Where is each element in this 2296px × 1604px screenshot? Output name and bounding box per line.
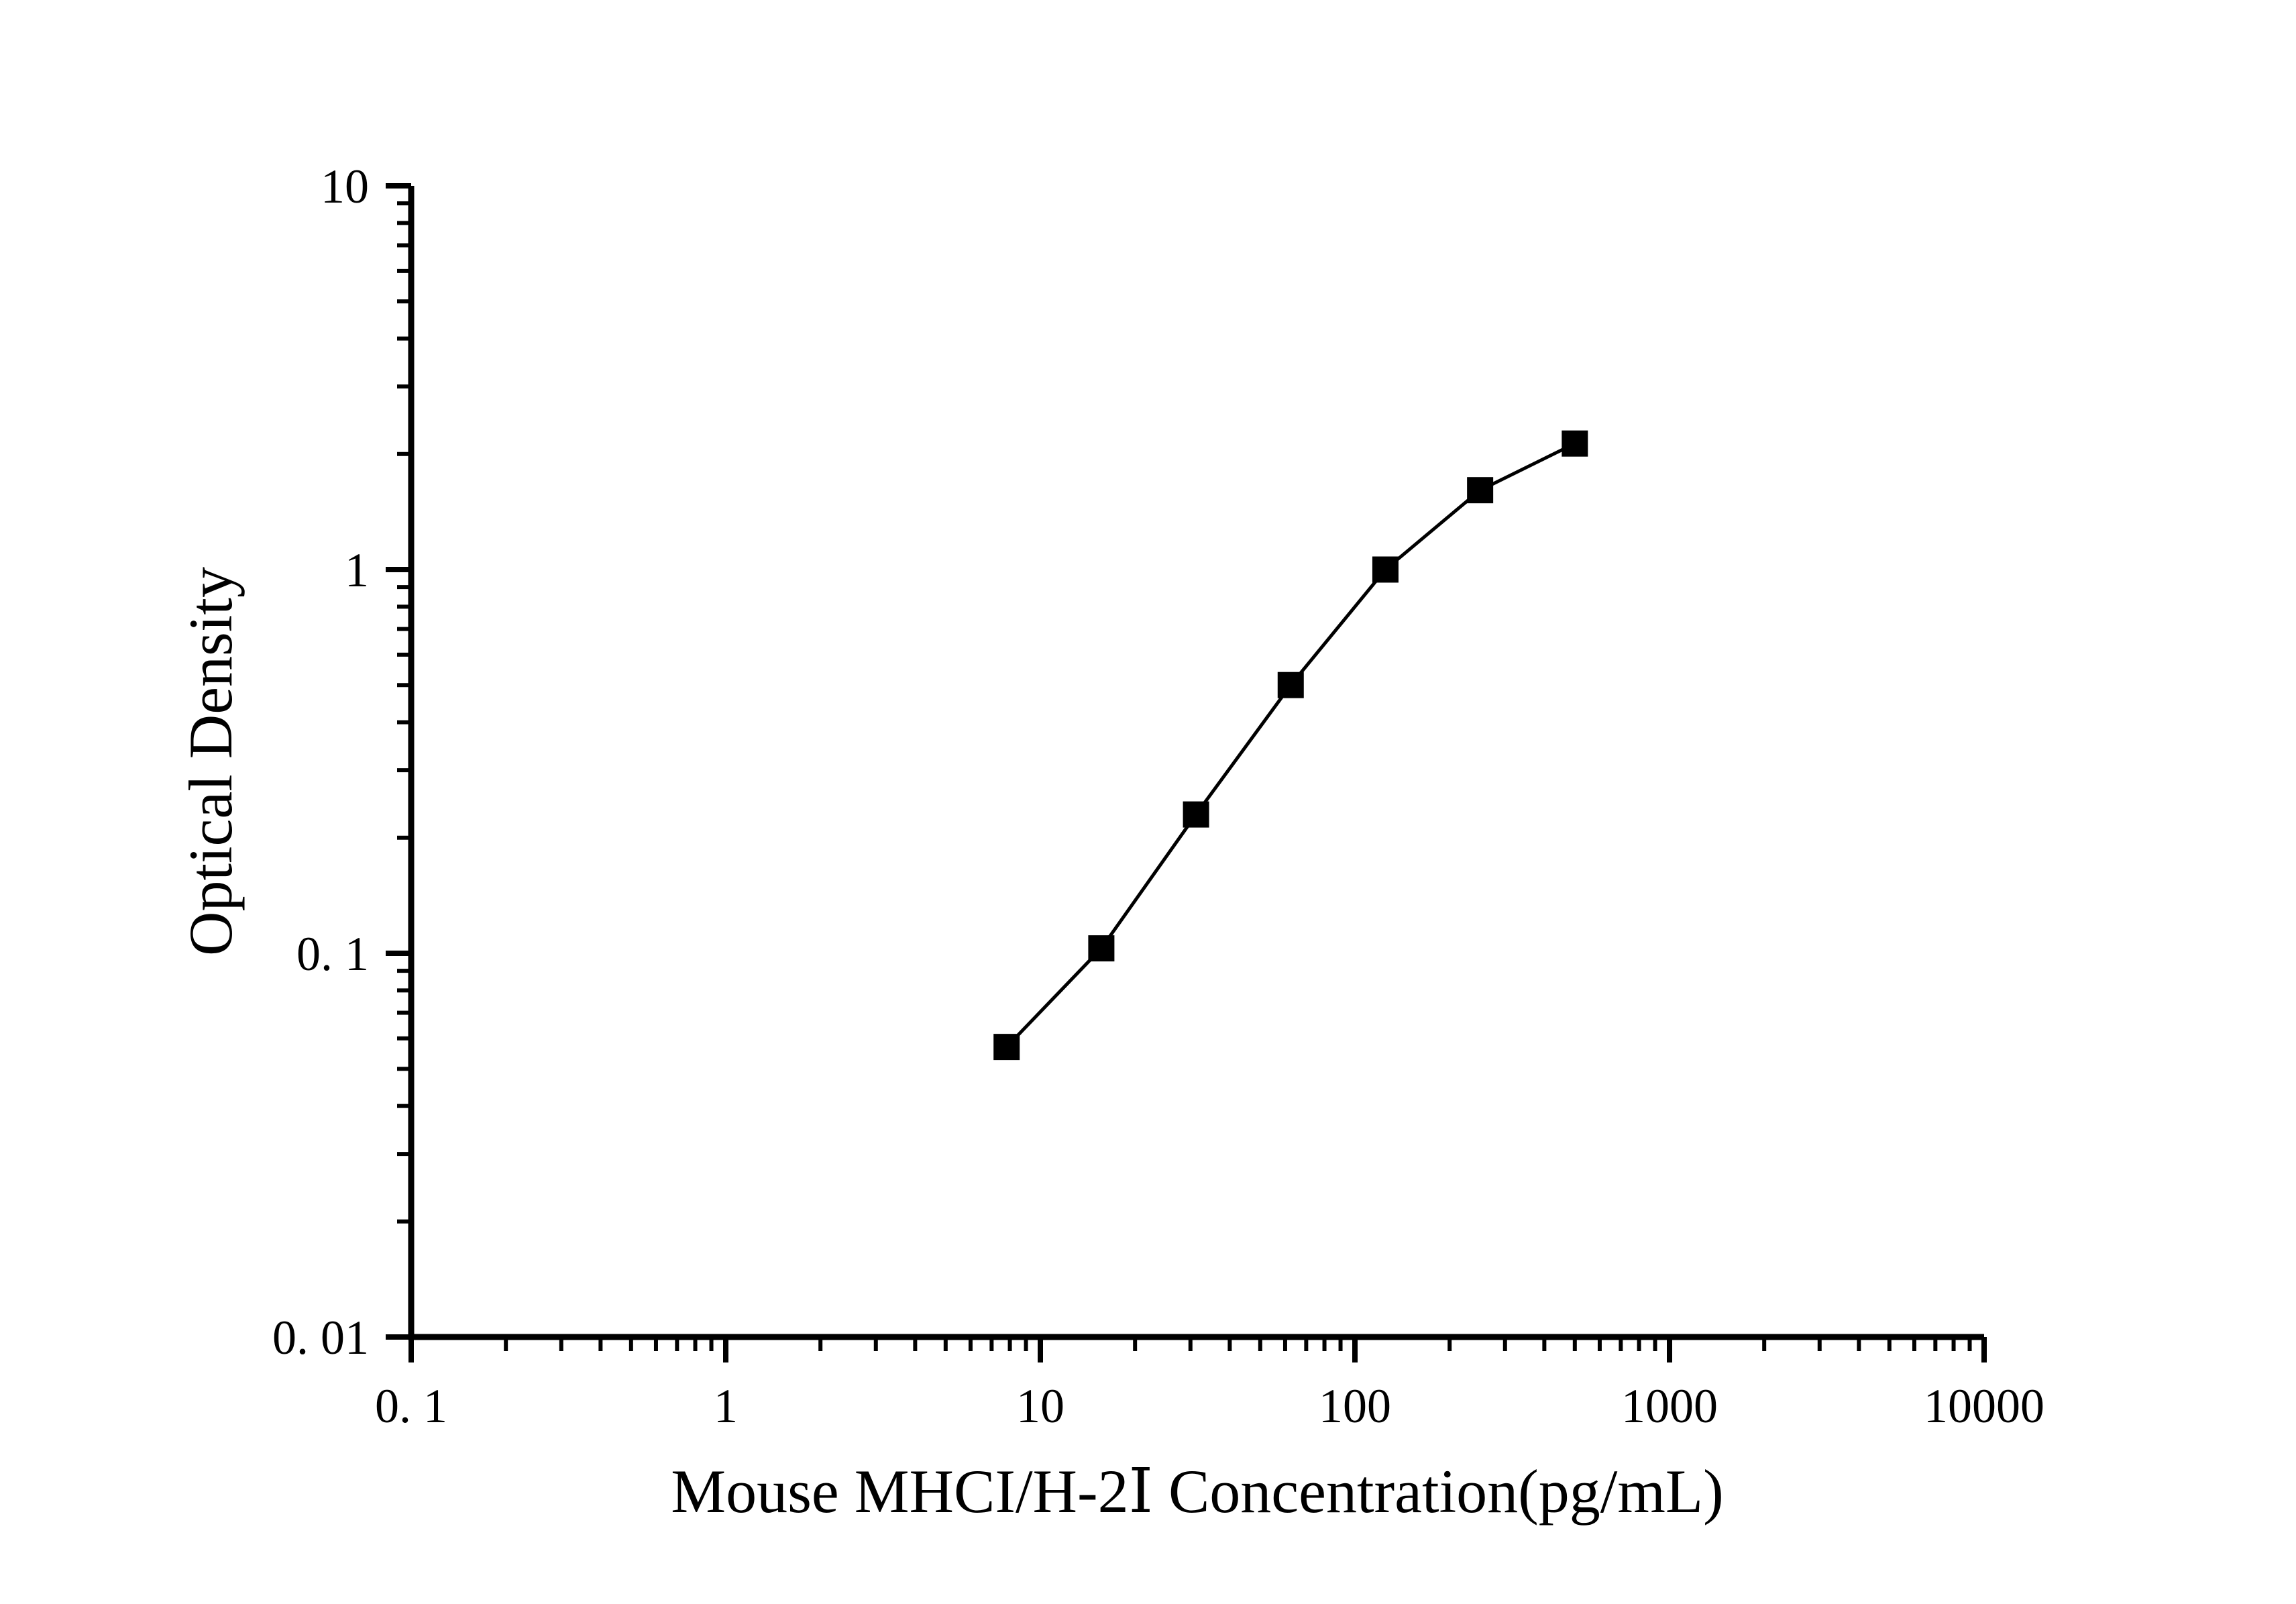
data-point-marker: [1088, 935, 1115, 962]
data-point-marker: [1183, 801, 1209, 828]
data-series: [993, 430, 1588, 1061]
x-tick-label: 100: [1319, 1379, 1391, 1433]
y-axis-title: Optical Density: [176, 567, 245, 956]
x-tick-label: 10000: [1924, 1379, 2044, 1433]
y-tick-label: 10: [321, 160, 369, 213]
x-tick-label: 10: [1016, 1379, 1064, 1433]
axis-ticks: [386, 183, 1987, 1362]
data-point-marker: [1562, 430, 1588, 457]
y-tick-label: 0. 01: [272, 1311, 369, 1365]
axes: [408, 186, 1984, 1340]
x-tick-label: 1: [714, 1379, 738, 1433]
data-point-marker: [1372, 556, 1399, 583]
y-tick-label: 0. 1: [296, 927, 369, 981]
x-tick-label: 1000: [1621, 1379, 1718, 1433]
data-point-marker: [1277, 672, 1304, 698]
data-point-marker: [1467, 477, 1494, 504]
data-point-marker: [993, 1034, 1020, 1061]
x-tick-label: 0. 1: [375, 1379, 447, 1433]
x-axis-title: Mouse MHCI/H-2Ⅰ Concentration(pg/mL): [671, 1457, 1723, 1526]
y-tick-label: 1: [345, 543, 369, 597]
